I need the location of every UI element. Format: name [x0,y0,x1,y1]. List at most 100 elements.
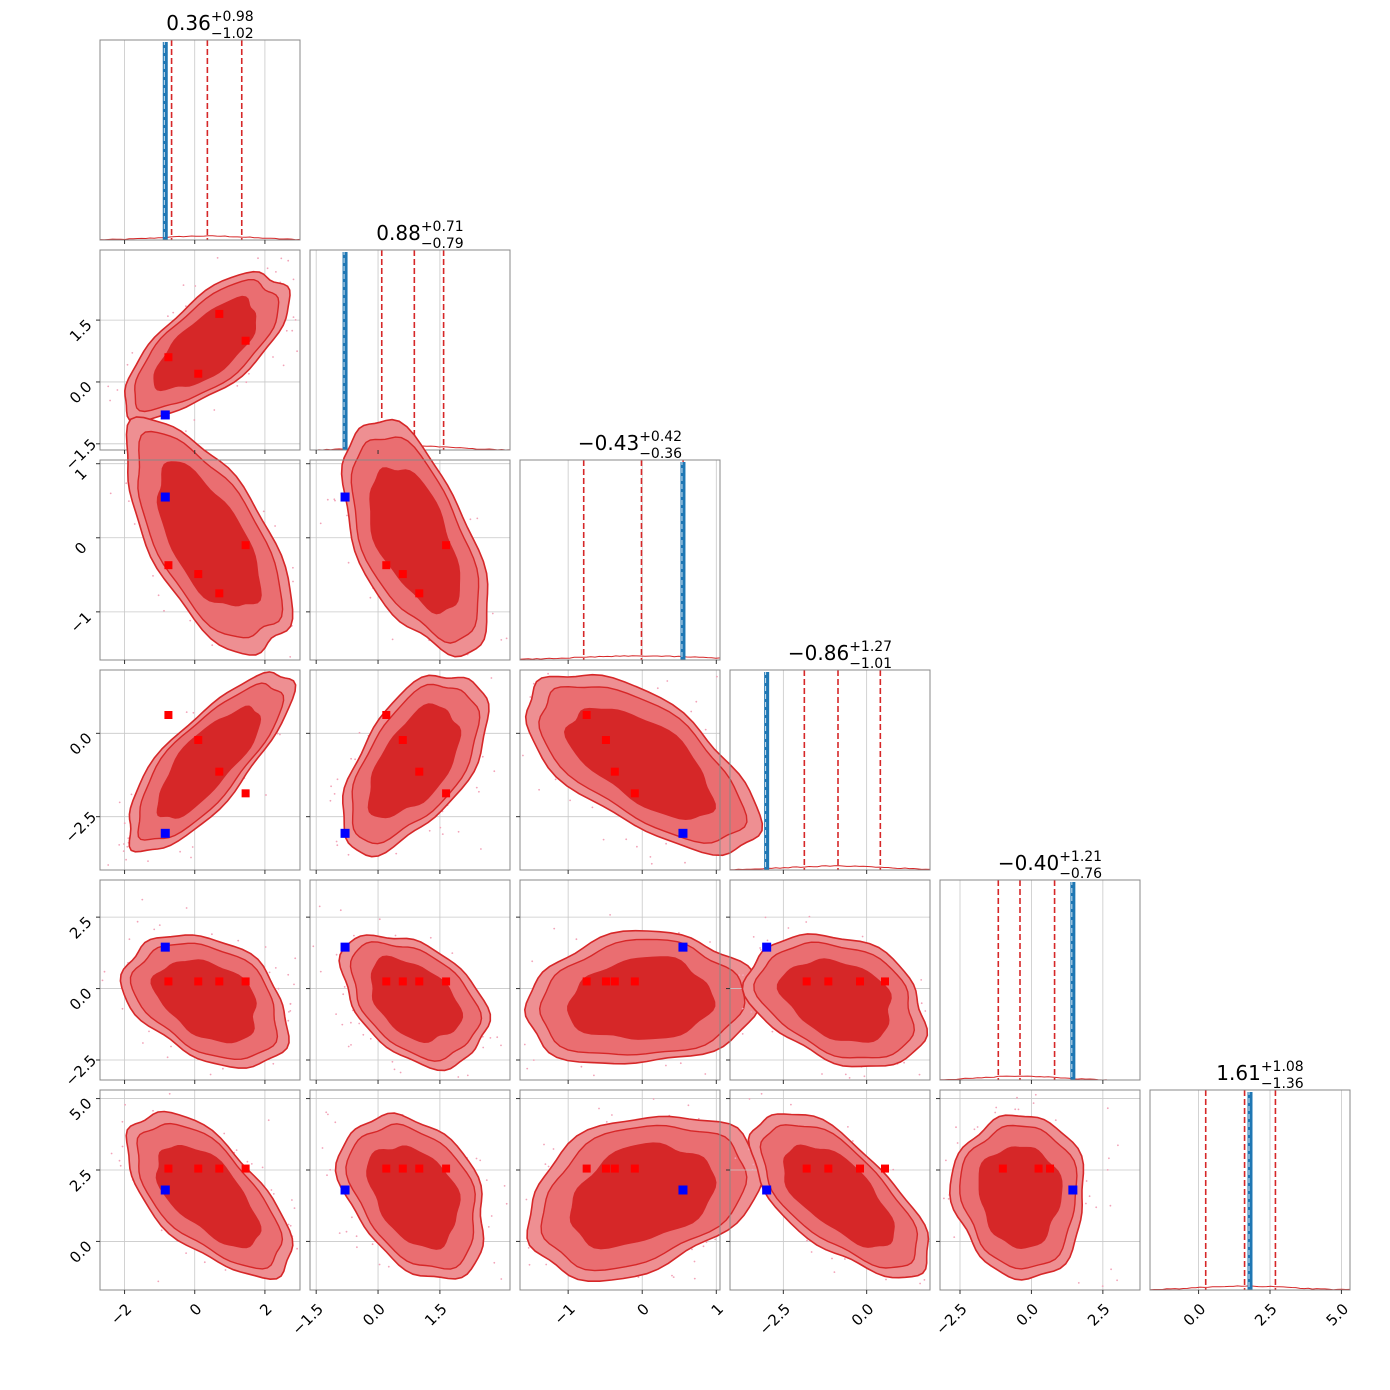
panel-frame [99,459,301,661]
sample-point [457,1076,460,1078]
posterior-marker [601,1164,610,1173]
sample-point [493,1261,496,1264]
truth-histogram [680,462,686,660]
sample-point [943,1197,945,1200]
sample-point [224,1269,227,1271]
sample-point [216,257,219,259]
sample-point [350,757,352,760]
y-tick-label: 2.5 [66,1166,96,1196]
posterior-marker [215,1164,224,1173]
sample-point [544,1163,547,1165]
truth-histogram [1247,1092,1253,1290]
posterior-marker [215,589,224,598]
posterior-marker [164,353,173,362]
y-tick-label: 1 [71,465,90,484]
diag-panel-0: 0.36+0.98−1.02 [99,9,301,241]
y-tick-label: 0.0 [66,729,96,759]
posterior-marker [881,977,889,986]
contour-inner [153,295,257,392]
sample-point [482,1046,485,1049]
posterior-marker [382,561,391,570]
sample-point [528,1263,531,1266]
sample-point [554,778,557,781]
sample-point [702,1245,705,1248]
posterior-marker [382,1164,391,1173]
sample-point [752,1163,755,1166]
sample-point [213,409,216,411]
panel-frame [1149,1089,1351,1291]
sample-point [282,364,285,367]
x-tick-label: 5.0 [1323,1300,1353,1330]
posterior-marker [398,977,407,986]
posterior-marker [824,1164,833,1173]
sample-point [101,979,104,982]
posterior-marker [398,570,407,579]
sample-point [955,1126,957,1129]
sample-point [1101,1285,1104,1287]
posterior-marker [398,1164,407,1173]
sample-point [671,1274,673,1277]
sample-point [110,1152,113,1155]
x-tick-label: −2.5 [756,1300,794,1338]
sample-point [741,1033,744,1035]
sample-point [157,1280,160,1283]
sample-point [257,257,259,260]
sample-point [637,1276,640,1278]
sample-point [598,1107,600,1110]
pair-panel-3-2 [519,669,764,871]
pair-panel-4-2 [519,879,761,1081]
sample-point [130,793,133,796]
y-tick-label: 2.5 [66,913,96,943]
panel-title: −0.43+0.42 [578,429,682,455]
posterior-marker [1034,1164,1043,1173]
posterior-marker [194,736,203,744]
sample-point [491,612,494,615]
contour-inner [156,705,262,819]
sample-point [1017,1108,1020,1111]
contour-inner [783,1144,895,1248]
sample-point [493,770,496,773]
sample-point [268,971,271,974]
sample-point [166,1056,169,1059]
y-tick-label: −1 [67,608,95,636]
sample-point [182,284,185,286]
sample-point [346,514,348,517]
sample-point [148,1030,150,1033]
sample-point [107,385,110,388]
panel-frame [729,669,931,871]
sample-point [121,1145,124,1148]
sample-point [810,1251,813,1253]
sample-point [1110,1268,1112,1271]
sample-point [844,1258,846,1260]
sample-point [552,1148,555,1150]
x-tick-label: 1.5 [421,1300,451,1330]
sample-point [844,1073,847,1076]
sample-point [808,915,811,918]
sample-point [378,1263,381,1266]
sample-point [1032,1102,1035,1104]
sample-point [209,1073,212,1076]
pair-panel-3-1 [309,669,511,871]
sample-point [441,833,444,835]
panel-title-minus: −1.01 [849,656,892,672]
posterior-marker [164,561,173,570]
sample-point [121,1007,124,1010]
y-tick-label: 5.0 [66,1094,96,1124]
posterior-marker [442,541,451,550]
posterior-histogram [519,655,721,660]
sample-point [123,822,126,825]
sample-point [329,1168,332,1171]
sample-point [478,790,480,793]
sample-point [650,862,653,865]
sample-point [131,352,134,354]
sample-point [1117,1144,1119,1147]
posterior-marker [802,977,811,986]
sample-point [538,788,540,791]
sample-point [133,523,136,525]
sample-point [805,921,808,923]
posterior-marker [398,736,407,744]
sample-point [545,1263,548,1266]
sample-point [287,1223,290,1226]
posterior-marker [630,789,639,798]
sample-point [475,1157,478,1160]
